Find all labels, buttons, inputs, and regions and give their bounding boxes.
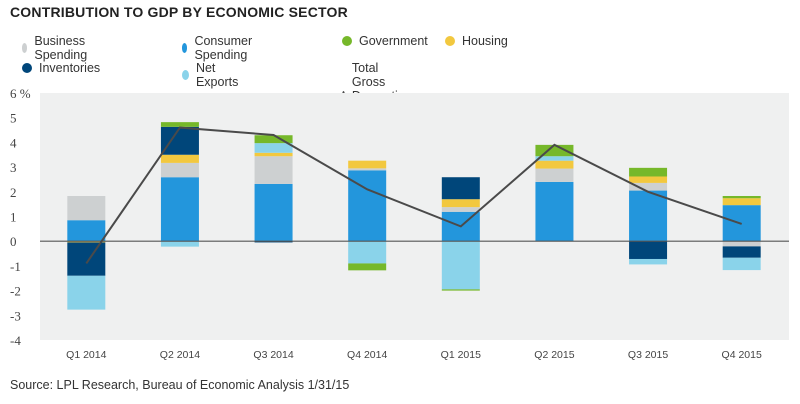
legend-item: Consumer Spending [182, 34, 257, 62]
bar-housing [441, 199, 480, 208]
legend-item: Government [342, 34, 428, 48]
bar-government [722, 195, 761, 199]
legend-item: Business Spending [22, 34, 92, 62]
legend-label: Inventories [39, 61, 101, 75]
bar-housing [535, 160, 574, 169]
bar-consumer-spending [67, 220, 106, 242]
x-tick-label: Q3 2015 [628, 349, 668, 361]
bar-business-spending [348, 168, 387, 171]
legend-marker [342, 36, 352, 46]
x-tick-label: Q1 2015 [441, 349, 481, 361]
bar-net-exports [160, 241, 199, 247]
legend-label: Housing [462, 34, 508, 48]
chart-title: CONTRIBUTION TO GDP BY ECONOMIC SECTOR [10, 4, 348, 20]
legend-marker [182, 43, 188, 53]
bar-business-spending [441, 207, 480, 212]
bar-government [441, 289, 480, 291]
x-tick-label: Q2 2015 [534, 349, 574, 361]
bar-consumer-spending [160, 177, 199, 242]
bar-inventories [160, 126, 199, 155]
x-tick-label: Q2 2014 [160, 349, 200, 361]
bar-inventories [441, 177, 480, 200]
y-tick-label: -1 [10, 259, 21, 274]
bar-government [535, 144, 574, 157]
y-tick-label: 2 [10, 185, 17, 200]
bar-government [160, 122, 199, 127]
plot-area [40, 93, 789, 340]
bar-inventories [722, 246, 761, 258]
legend-marker [182, 70, 189, 80]
legend-item: Net Exports [182, 61, 241, 89]
bar-housing [254, 152, 293, 157]
bar-consumer-spending [535, 181, 574, 242]
legend-label: Consumer Spending [194, 34, 253, 62]
bar-consumer-spending [254, 183, 293, 242]
bar-net-exports [535, 156, 574, 161]
bar-net-exports [722, 257, 761, 271]
y-tick-label: 6 % [10, 86, 31, 101]
bar-housing [67, 241, 106, 243]
bar-net-exports [254, 143, 293, 153]
bar-inventories [67, 242, 106, 276]
legend-marker [445, 36, 455, 46]
bar-net-exports [67, 275, 106, 310]
bar-business-spending [160, 162, 199, 178]
bar-inventories [629, 241, 668, 259]
source-note: Source: LPL Research, Bureau of Economic… [10, 378, 350, 392]
bar-consumer-spending [629, 190, 668, 242]
y-tick-label: 0 [10, 234, 17, 249]
legend-label: Net Exports [195, 61, 239, 89]
y-tick-label: -3 [10, 308, 21, 323]
legend-marker [22, 43, 28, 53]
legend-label: Government [359, 34, 428, 48]
y-tick-label: 1 [10, 210, 17, 225]
bar-business-spending [535, 168, 574, 182]
bar-business-spending [722, 241, 761, 247]
bar-government [348, 263, 387, 271]
bar-housing [629, 176, 668, 183]
x-tick-label: Q4 2014 [347, 349, 387, 361]
y-tick-label: 4 [10, 135, 17, 150]
x-tick-label: Q3 2014 [253, 349, 293, 361]
bar-government [254, 135, 293, 144]
legend-label: Business Spending [34, 34, 88, 62]
bar-business-spending [254, 156, 293, 184]
bar-government [629, 167, 668, 177]
x-tick-label: Q4 2015 [722, 349, 762, 361]
legend-item: Housing [445, 34, 508, 48]
legend-marker [22, 63, 32, 73]
bar-business-spending [67, 195, 106, 221]
y-tick-label: -2 [10, 284, 21, 299]
y-tick-label: 5 [10, 111, 17, 126]
legend-item: Inventories [22, 61, 100, 75]
bar-net-exports [441, 241, 480, 290]
bar-housing [348, 160, 387, 169]
y-tick-label: -4 [10, 333, 21, 348]
bar-housing [722, 198, 761, 206]
bar-net-exports [348, 241, 387, 264]
y-tick-label: 3 [10, 160, 17, 175]
bar-net-exports [629, 258, 668, 265]
gdp-line [85, 126, 743, 264]
bar-inventories [254, 241, 293, 243]
x-tick-label: Q1 2014 [66, 349, 106, 361]
bar-housing [160, 154, 199, 163]
bar-business-spending [629, 182, 668, 191]
